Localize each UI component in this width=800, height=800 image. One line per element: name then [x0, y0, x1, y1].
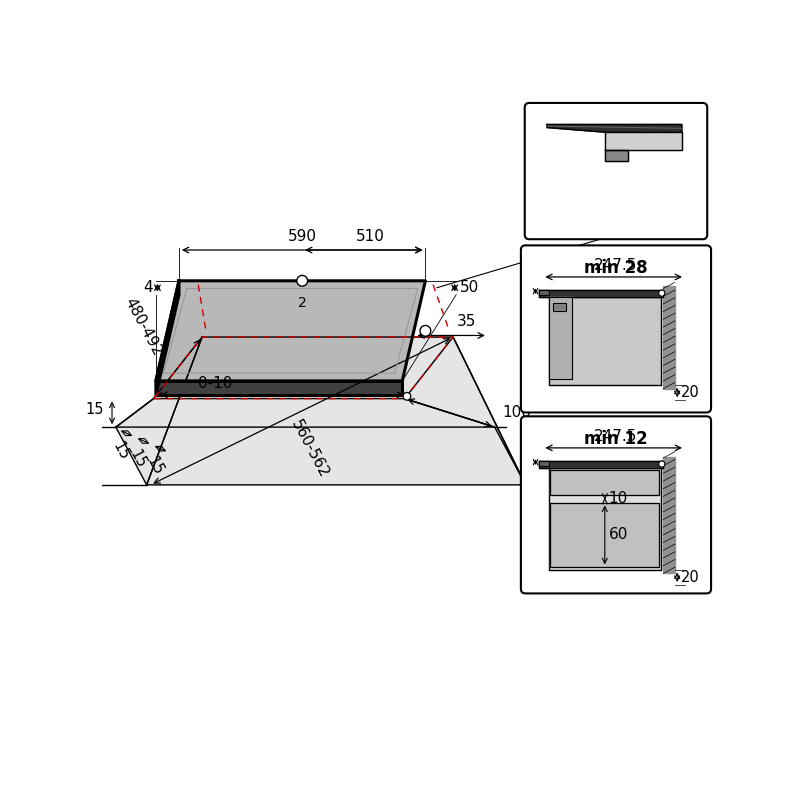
Circle shape: [297, 275, 307, 286]
Polygon shape: [550, 470, 659, 495]
Text: 2: 2: [298, 296, 306, 310]
Text: 60: 60: [609, 527, 628, 542]
Polygon shape: [116, 337, 202, 485]
Circle shape: [403, 393, 410, 400]
Polygon shape: [156, 281, 179, 394]
Polygon shape: [146, 337, 526, 485]
Polygon shape: [539, 290, 662, 297]
Polygon shape: [539, 461, 549, 466]
Polygon shape: [405, 337, 526, 485]
Text: 560-562: 560-562: [288, 417, 331, 480]
Text: 15: 15: [110, 439, 131, 463]
Text: min 28: min 28: [584, 259, 647, 278]
Polygon shape: [663, 286, 675, 389]
Text: 50: 50: [460, 280, 479, 295]
Circle shape: [658, 290, 665, 296]
Text: 590: 590: [288, 229, 317, 244]
Polygon shape: [549, 468, 661, 570]
Text: 480-492: 480-492: [122, 295, 165, 358]
Text: 510: 510: [355, 229, 384, 244]
Text: 15: 15: [143, 455, 166, 478]
Polygon shape: [605, 132, 682, 150]
Polygon shape: [116, 398, 494, 427]
Circle shape: [420, 326, 430, 336]
FancyBboxPatch shape: [525, 103, 707, 239]
Text: 10: 10: [609, 491, 628, 506]
FancyBboxPatch shape: [521, 416, 711, 594]
Polygon shape: [663, 457, 675, 574]
Text: 20: 20: [681, 385, 700, 400]
Text: 100: 100: [502, 406, 531, 420]
Text: 247.5: 247.5: [594, 429, 638, 444]
Polygon shape: [550, 502, 659, 567]
Polygon shape: [554, 303, 566, 311]
Text: 0-10: 0-10: [198, 376, 232, 391]
Polygon shape: [549, 297, 661, 385]
Text: 35: 35: [457, 314, 476, 330]
Polygon shape: [547, 125, 682, 132]
Text: min 12: min 12: [584, 430, 647, 448]
Text: 247.5: 247.5: [594, 258, 638, 273]
Text: 15: 15: [86, 402, 104, 417]
Text: 4: 4: [143, 280, 153, 295]
Text: 15: 15: [126, 447, 148, 470]
Polygon shape: [549, 297, 572, 378]
Polygon shape: [539, 290, 549, 294]
Polygon shape: [605, 150, 628, 162]
Circle shape: [658, 461, 665, 467]
Text: 20: 20: [681, 570, 700, 585]
Polygon shape: [156, 281, 426, 381]
FancyBboxPatch shape: [521, 246, 711, 413]
Polygon shape: [156, 381, 402, 394]
Polygon shape: [539, 461, 662, 468]
